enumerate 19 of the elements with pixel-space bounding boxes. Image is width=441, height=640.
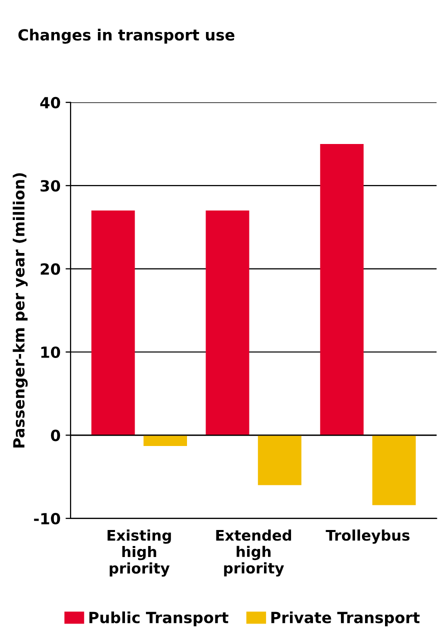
- chart-title: Changes in transport use: [18, 28, 234, 44]
- y-tick-label: 0: [50, 430, 60, 442]
- bar: [372, 435, 416, 506]
- x-tick-label: Existing high priority: [108, 530, 171, 577]
- y-tick-label: 10: [41, 346, 60, 358]
- legend-label: Private Transport: [271, 611, 420, 626]
- bar: [320, 144, 364, 436]
- x-tick-label: Trolleybus: [326, 530, 410, 544]
- y-tick-label: 20: [40, 263, 60, 275]
- legend-label: Public Transport: [89, 611, 228, 626]
- y-axis-title: Passenger-km per year (million): [12, 173, 28, 448]
- bar: [144, 435, 188, 446]
- bar: [258, 435, 302, 486]
- bar: [206, 210, 250, 436]
- bar: [91, 210, 135, 436]
- y-tick-label: 30: [40, 180, 60, 192]
- y-tick-label: 40: [40, 96, 60, 108]
- y-tick-label: -10: [34, 512, 60, 524]
- x-tick-label: Extended high priority: [216, 530, 292, 577]
